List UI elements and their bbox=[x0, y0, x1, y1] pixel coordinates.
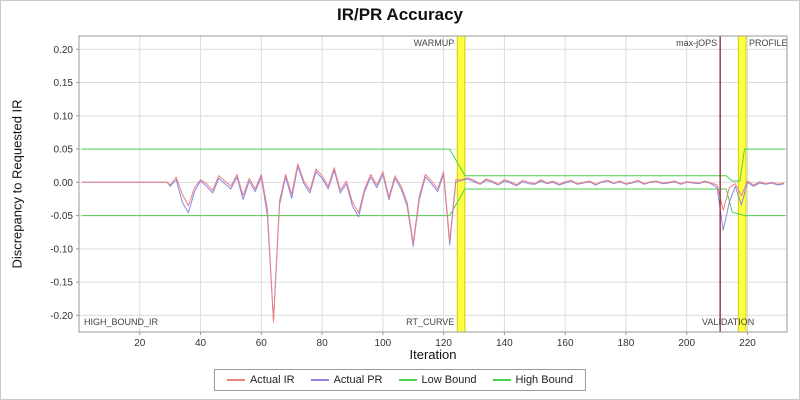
marker-label-rt-curve: RT_CURVE bbox=[406, 317, 454, 327]
x-tick-label: 160 bbox=[557, 338, 574, 349]
legend-label-low-bound: Low Bound bbox=[421, 374, 477, 386]
series-line-actual-pr bbox=[82, 165, 785, 322]
x-tick-label: 40 bbox=[195, 338, 207, 349]
legend-item-high-bound: High Bound bbox=[492, 374, 574, 386]
marker-band-warmup bbox=[456, 35, 466, 333]
marker-label-max-jops: max-jOPS bbox=[676, 38, 717, 48]
y-tick-label: 0.10 bbox=[54, 111, 74, 122]
x-tick-label: 80 bbox=[317, 338, 329, 349]
marker-band-profile bbox=[737, 35, 747, 333]
y-tick-label: 0.00 bbox=[54, 178, 74, 189]
marker-label-profile: PROFILE bbox=[749, 38, 788, 48]
marker-label-validation: VALIDATION bbox=[702, 317, 754, 327]
marker-label-warmup: WARMUP bbox=[414, 38, 455, 48]
y-tick-label: 0.15 bbox=[54, 78, 74, 89]
legend-label-actual-ir: Actual IR bbox=[249, 374, 295, 386]
x-tick-label: 200 bbox=[678, 338, 695, 349]
x-tick-label: 180 bbox=[618, 338, 635, 349]
legend-swatch-actual-ir bbox=[226, 379, 245, 381]
x-tick-label: 120 bbox=[435, 338, 452, 349]
legend-swatch-actual-pr bbox=[310, 379, 329, 381]
legend-item-actual-pr: Actual PR bbox=[310, 374, 383, 386]
chart-title: IR/PR Accuracy bbox=[337, 5, 463, 24]
y-tick-label: 0.05 bbox=[54, 145, 74, 156]
legend-label-high-bound: High Bound bbox=[515, 374, 574, 386]
x-tick-label: 20 bbox=[134, 338, 146, 349]
x-tick-label: 140 bbox=[496, 338, 513, 349]
legend-swatch-high-bound bbox=[492, 379, 511, 381]
legend-item-actual-ir: Actual IR bbox=[226, 374, 295, 386]
y-tick-label: -0.15 bbox=[50, 278, 73, 289]
series-line-low-bound bbox=[82, 188, 786, 217]
y-tick-label: -0.20 bbox=[50, 311, 73, 322]
x-axis-title: Iteration bbox=[409, 347, 457, 362]
legend-label-actual-pr: Actual PR bbox=[333, 374, 383, 386]
series-line-high-bound bbox=[82, 148, 786, 182]
x-tick-label: 100 bbox=[375, 338, 392, 349]
y-tick-label: -0.05 bbox=[50, 211, 73, 222]
x-tick-label: 60 bbox=[256, 338, 268, 349]
legend-swatch-low-bound bbox=[398, 379, 417, 381]
x-tick-label: 220 bbox=[739, 338, 756, 349]
series-line-actual-ir bbox=[82, 163, 785, 323]
y-tick-label: -0.10 bbox=[50, 244, 73, 255]
marker-label-high-bound-ir: HIGH_BOUND_IR bbox=[84, 317, 159, 327]
y-tick-label: 0.20 bbox=[54, 45, 74, 56]
plot-border bbox=[78, 35, 788, 333]
legend: Actual IR Actual PR Low Bound High Bound bbox=[213, 369, 587, 391]
legend-item-low-bound: Low Bound bbox=[398, 374, 477, 386]
